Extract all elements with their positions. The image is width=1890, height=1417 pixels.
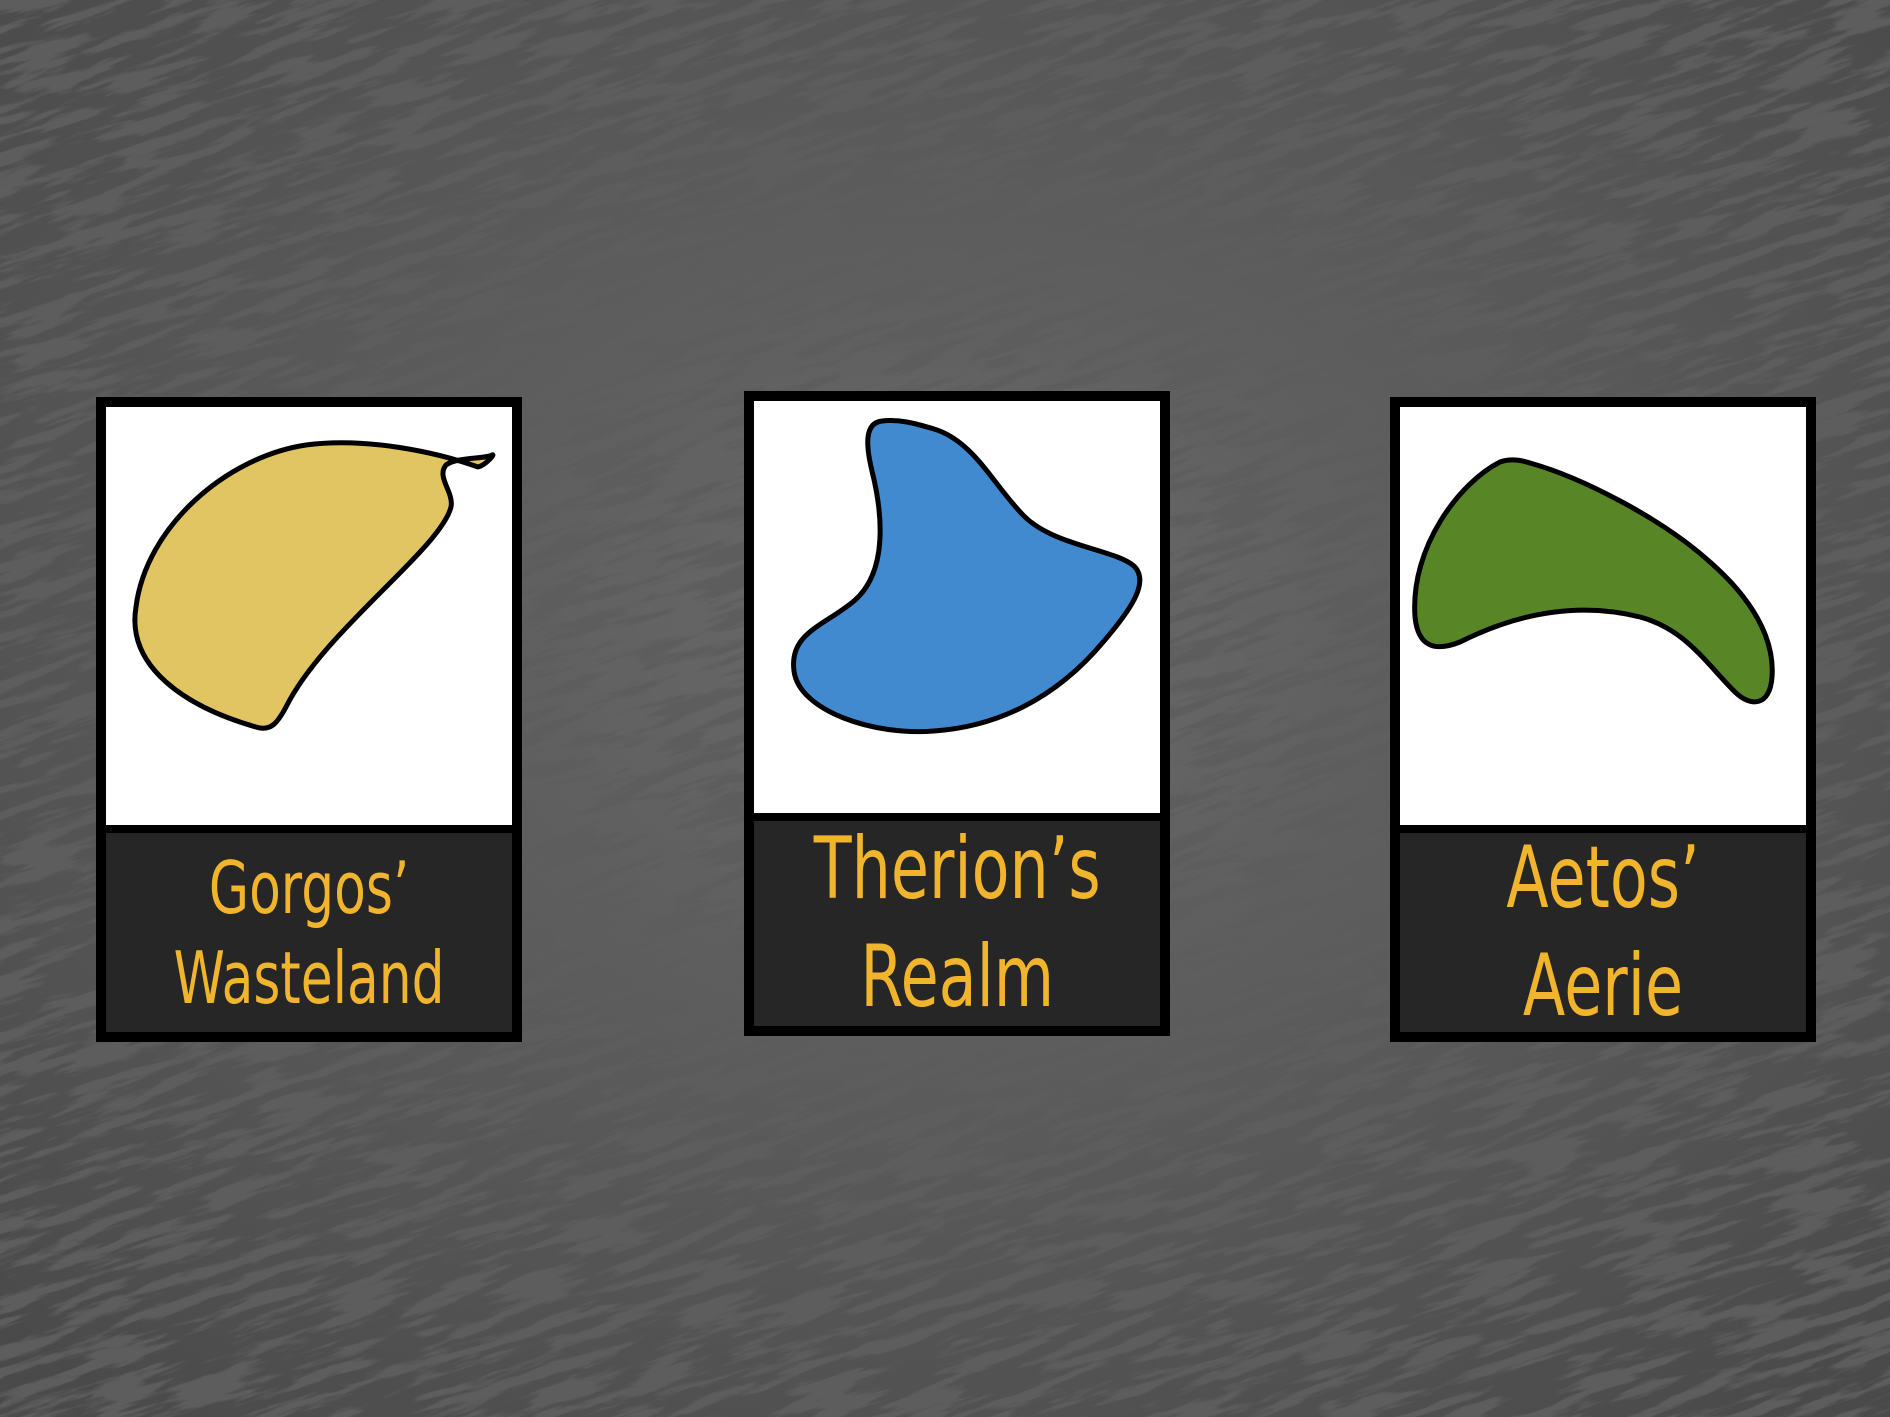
region-card-therions-realm[interactable]: Therion’s Realm (744, 391, 1170, 1036)
region-name: Gorgos’ Wasteland (173, 845, 445, 1020)
region-art (754, 401, 1160, 813)
therions-realm-region-shape (791, 418, 1143, 735)
region-art (1400, 407, 1806, 825)
gorgos-wasteland-region-shape (132, 440, 496, 731)
region-card-gorgos-wasteland[interactable]: Gorgos’ Wasteland (96, 397, 522, 1042)
region-art (106, 407, 512, 825)
region-label: Aetos’ Aerie (1400, 828, 1806, 1036)
region-label: Gorgos’ Wasteland (106, 833, 512, 1032)
region-name: Therion’s Realm (813, 819, 1101, 1027)
region-card-aetos-aerie[interactable]: Aetos’ Aerie (1390, 397, 1816, 1042)
region-name: Aetos’ Aerie (1506, 828, 1700, 1036)
aetos-aerie-region-shape (1412, 457, 1775, 705)
region-label: Therion’s Realm (754, 819, 1160, 1027)
